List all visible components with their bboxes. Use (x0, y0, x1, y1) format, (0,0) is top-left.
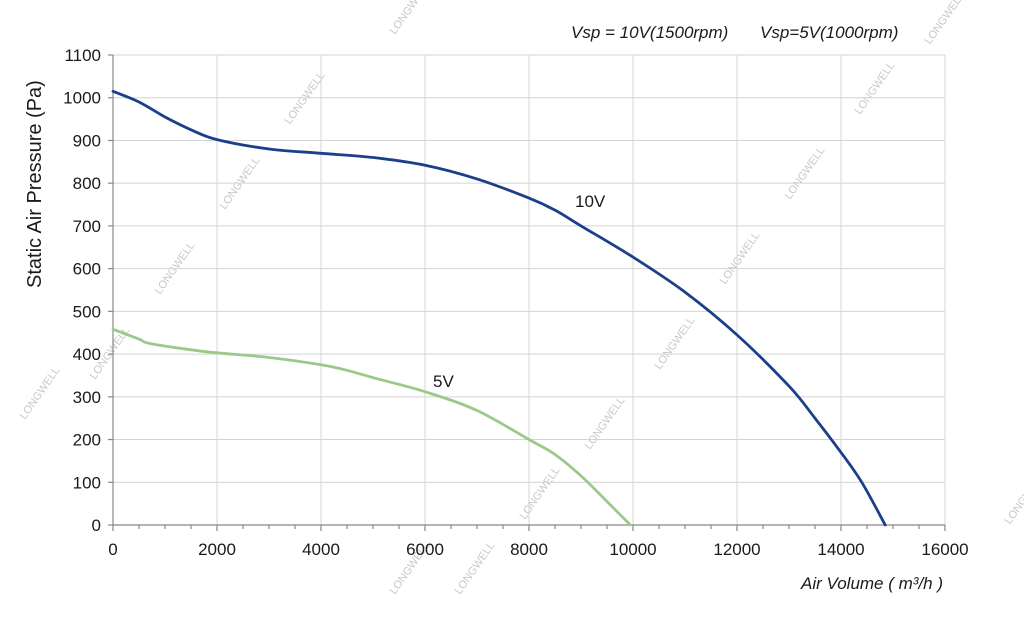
y-axis-label: Static Air Pressure (Pa) (24, 80, 46, 288)
watermark-layer: LONGWELL LONGWELL LONGWELL LONGWELL LONGWELL… (18, 0, 1024, 597)
watermark-text: LONGWELL (1003, 470, 1024, 527)
grid-layer (112, 54, 946, 526)
x-tick-label: 8000 (510, 540, 548, 559)
series-label-5v: 5V (433, 372, 454, 391)
x-tick-label: 4000 (302, 540, 340, 559)
y-tick-label: 100 (73, 473, 101, 492)
x-tick-labels: 0 2000 4000 6000 8000 10000 12000 14000 16000 (108, 540, 968, 559)
x-tick-label: 16000 (921, 540, 968, 559)
y-tick-label: 0 (92, 516, 101, 535)
y-tick-labels: 0 100 200 300 400 500 600 700 800 900 1000 1100 (63, 46, 101, 535)
y-tick-label: 300 (73, 388, 101, 407)
y-tick-label: 500 (73, 302, 101, 321)
x-tick-label: 12000 (713, 540, 760, 559)
x-tick-label: 6000 (406, 540, 444, 559)
watermark-text: LONGWELL (18, 365, 63, 422)
watermark-text: LONGWELL (718, 230, 763, 287)
y-tick-label: 700 (73, 217, 101, 236)
y-tick-label: 1100 (64, 46, 101, 65)
watermark-text: LONGWELL (653, 315, 698, 372)
legend-entry-5v: Vsp=5V(1000rpm) (760, 23, 898, 42)
y-tick-label: 1000 (63, 89, 101, 108)
axes-layer (108, 54, 946, 531)
x-tick-label: 14000 (817, 540, 864, 559)
y-tick-label: 800 (73, 174, 101, 193)
series-line-10v (111, 89, 887, 527)
watermark-text: LONGWELL (583, 395, 628, 452)
series-layer (111, 89, 887, 527)
watermark-text: LONGWELL (783, 145, 828, 202)
x-tick-label: 10000 (609, 540, 656, 559)
y-tick-label: 400 (73, 345, 101, 364)
y-tick-label: 900 (73, 131, 101, 150)
watermark-text: LONGWELL (923, 0, 968, 47)
x-tick-label: 2000 (198, 540, 236, 559)
legend-entry-10v: Vsp = 10V(1500rpm) (571, 23, 728, 42)
series-line-5v (111, 327, 632, 527)
x-tick-label: 0 (108, 540, 117, 559)
x-axis-label: Air Volume ( m³/h ) (800, 574, 943, 593)
y-tick-label: 200 (73, 431, 101, 450)
watermark-text: LONGWELL (853, 60, 898, 117)
series-label-10v: 10V (575, 192, 606, 211)
watermark-text: LONGWELL (453, 540, 498, 597)
watermark-text: LONGWELL (388, 0, 433, 37)
y-tick-label: 600 (73, 260, 101, 279)
watermark-text: LONGWELL (518, 465, 563, 522)
